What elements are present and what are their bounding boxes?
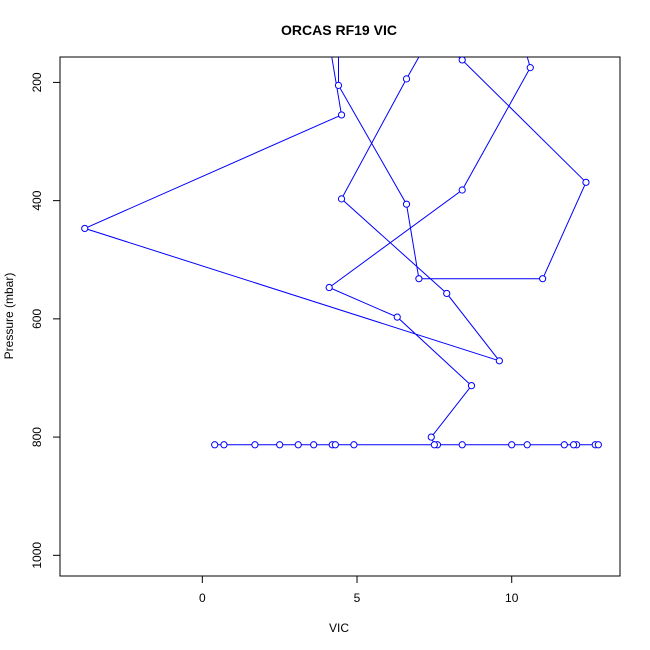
data-point xyxy=(331,441,339,449)
data-point xyxy=(430,441,438,449)
data-point xyxy=(594,441,602,449)
data-point xyxy=(518,32,524,38)
data-point xyxy=(81,224,89,233)
data-point xyxy=(276,441,284,449)
data-point xyxy=(294,441,302,449)
x-tick-label: 0 xyxy=(199,591,206,605)
data-point xyxy=(402,75,411,83)
y-axis: 200 400 600 800 1000 xyxy=(30,72,61,569)
y-axis-label: Pressure (mbar) xyxy=(2,273,16,360)
data-point xyxy=(334,81,343,89)
data-point xyxy=(393,313,401,321)
plot-frame xyxy=(59,56,621,577)
x-tick-label: 5 xyxy=(354,591,361,605)
data-point xyxy=(495,357,503,365)
data-point xyxy=(458,441,466,449)
data-point xyxy=(458,186,466,194)
data-point xyxy=(443,289,451,298)
data-point xyxy=(325,283,333,292)
data-point xyxy=(458,57,466,64)
data-point xyxy=(350,441,358,449)
data-point xyxy=(526,64,534,72)
data-point xyxy=(560,441,568,449)
y-tick-label: 400 xyxy=(30,190,44,210)
x-axis: 0 5 10 xyxy=(199,575,519,605)
data-point xyxy=(428,32,434,38)
data-point xyxy=(415,275,423,283)
data-point xyxy=(220,441,228,449)
y-tick-label: 1000 xyxy=(30,542,44,569)
data-point xyxy=(569,441,578,449)
data-point xyxy=(508,441,516,449)
data-point xyxy=(402,200,411,208)
data-point xyxy=(467,382,476,390)
data-point xyxy=(523,441,531,449)
x-axis-label: VIC xyxy=(329,621,349,635)
data-point xyxy=(251,441,259,449)
y-tick-label: 800 xyxy=(30,427,44,447)
data-point xyxy=(427,433,435,441)
y-tick-label: 200 xyxy=(30,72,44,92)
data-point xyxy=(582,178,590,186)
chart-title: ORCAS RF19 VIC xyxy=(281,22,397,38)
series-layer xyxy=(81,32,602,449)
data-point xyxy=(310,441,318,449)
x-tick-label: 10 xyxy=(505,591,519,605)
data-point xyxy=(539,275,547,283)
plot-area xyxy=(81,32,602,449)
data-point xyxy=(337,111,346,119)
data-point xyxy=(337,195,346,203)
y-tick-label: 600 xyxy=(30,309,44,329)
data-point xyxy=(211,441,219,449)
